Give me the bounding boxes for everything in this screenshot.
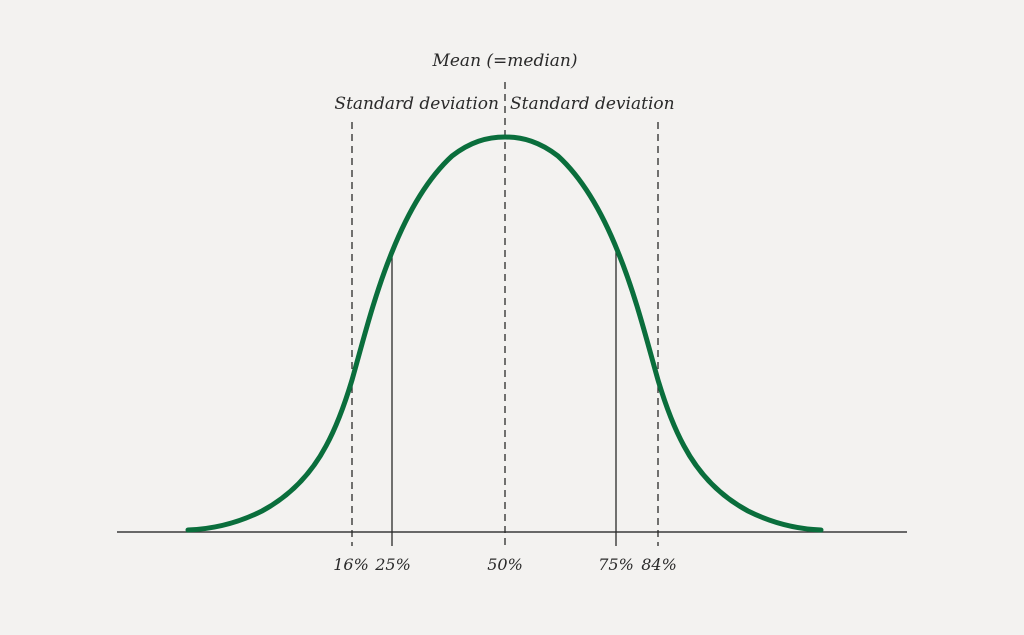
tick-label-25: 25% [374, 555, 411, 574]
tick-label-16: 16% [333, 555, 369, 574]
mean-label: Mean (=median) [431, 51, 577, 71]
sd-right-label: Standard deviation [510, 94, 675, 114]
tick-label-84: 84% [641, 555, 677, 574]
bell-curve [185, 134, 824, 533]
sd-left-label: Standard deviation [334, 94, 499, 114]
tick-label-50: 50% [487, 555, 523, 574]
tick-label-75: 75% [598, 555, 634, 574]
